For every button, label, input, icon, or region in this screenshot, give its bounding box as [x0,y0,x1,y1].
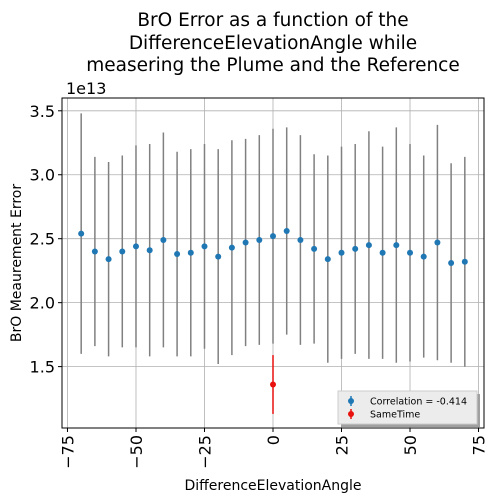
data-point [379,249,386,256]
data-point [146,247,153,254]
legend-entry-sametime: SameTime [348,409,420,421]
y-axis-label: BrO Meaurement Error [9,184,25,342]
data-point [201,243,208,250]
data-point [256,236,263,243]
legend: Correlation = -0.414 SameTime [337,390,480,427]
y-tick-label: 3.5 [30,102,55,121]
x-tick-label: −75 [58,435,77,469]
chart-title: BrO Error as a function of the Differenc… [86,10,460,76]
data-point [352,245,359,252]
sametime-point [270,381,276,388]
data-point [174,251,181,258]
legend-label-sametime: SameTime [370,410,420,421]
title-line-3: measering the Plume and the Reference [86,55,460,76]
error-bars [80,113,466,414]
x-tick-label: −50 [127,435,146,469]
data-point [91,248,98,255]
data-point [119,248,126,255]
data-point [132,243,139,250]
data-point [461,258,468,265]
data-point [215,253,222,260]
data-point [365,242,372,249]
data-point [187,249,194,256]
data-point [338,249,345,256]
x-tick-label: 0 [264,435,283,445]
data-point [242,239,249,246]
data-point [420,253,427,260]
title-line-2: DifferenceElevationAngle while [129,33,417,54]
y-tick-label: 2.0 [30,294,55,313]
x-tick-label: 25 [333,435,352,455]
x-tick-label: −25 [195,435,214,469]
x-axis-label: DifferenceElevationAngle [184,478,361,494]
title-line-1: BrO Error as a function of the [137,10,408,31]
legend-label-correlation: Correlation = -0.414 [370,397,467,408]
data-point [434,239,441,246]
data-point [393,242,400,249]
y-tick-label: 3.0 [30,166,55,185]
y-tick-label: 1.5 [30,358,55,377]
data-point [160,236,167,243]
legend-box [337,390,478,425]
x-axis-ticks: −75 −50 −25 0 25 50 75 [58,428,489,469]
data-point [270,233,276,240]
legend-marker [348,398,354,404]
y-offset-label: 1e13 [66,79,106,98]
data-point [324,256,331,263]
x-tick-label: 50 [401,435,420,455]
data-point [78,230,85,237]
data-points [78,228,468,388]
data-point [283,228,290,235]
data-point [228,244,235,251]
y-axis-ticks: 1.5 2.0 2.5 3.0 3.5 [30,102,62,377]
x-tick-label: 75 [470,435,489,455]
data-point [105,256,112,263]
legend-marker [348,411,354,417]
data-point [311,245,318,252]
y-tick-label: 2.5 [30,230,55,249]
data-point [448,260,455,266]
plot-frame [61,97,485,429]
data-point [407,249,414,256]
legend-entry-correlation: Correlation = -0.414 [348,396,467,408]
data-point [297,236,304,243]
